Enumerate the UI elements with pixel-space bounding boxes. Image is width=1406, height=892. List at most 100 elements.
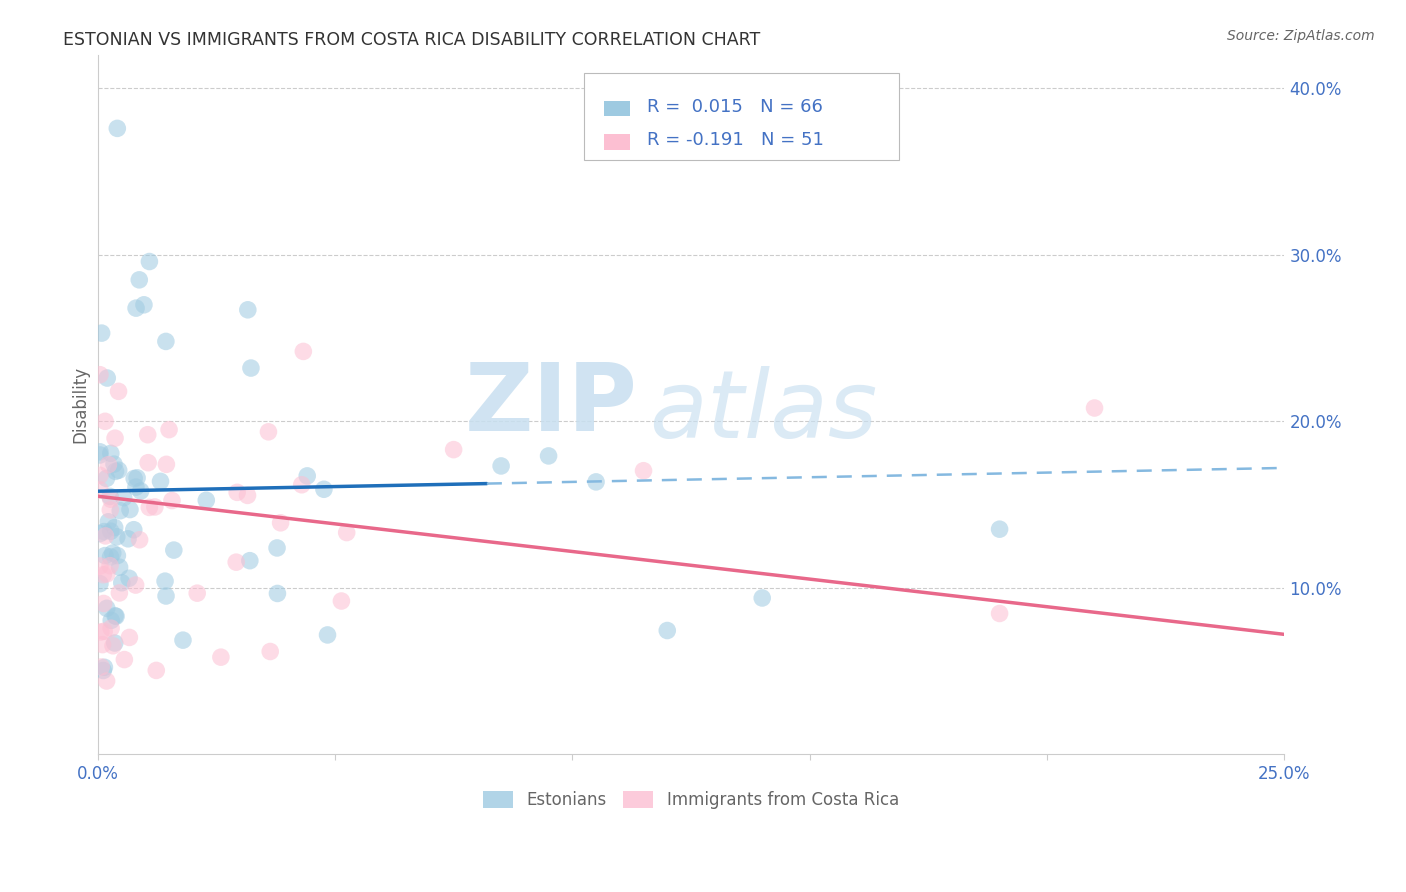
Point (104, 431, 127, 445)
Point (107, 463, 129, 477)
Text: ESTONIAN VS IMMIGRANTS FROM COSTA RICA DISABILITY CORRELATION CHART: ESTONIAN VS IMMIGRANTS FROM COSTA RICA D… (63, 31, 761, 49)
Point (138, 500, 160, 515)
Point (91, 567, 114, 582)
Point (226, 485, 249, 500)
Point (330, 594, 353, 608)
Point (96, 673, 118, 688)
Point (316, 628, 339, 642)
Point (101, 639, 124, 653)
Point (118, 502, 141, 516)
Point (107, 384, 129, 399)
FancyBboxPatch shape (605, 101, 630, 116)
Point (100, 492, 122, 507)
Point (89, 445, 111, 459)
Point (100, 446, 122, 460)
Point (155, 458, 177, 472)
Point (172, 633, 194, 648)
Point (136, 456, 159, 470)
Point (266, 541, 288, 555)
Point (105, 121, 128, 136)
Point (1083, 401, 1105, 415)
Text: Source: ZipAtlas.com: Source: ZipAtlas.com (1227, 29, 1375, 43)
Point (89, 576, 111, 591)
Text: atlas: atlas (650, 366, 877, 458)
Point (270, 516, 292, 530)
Point (91, 638, 114, 652)
Point (585, 475, 607, 489)
Point (93, 597, 115, 611)
Point (96, 471, 118, 485)
Point (239, 361, 262, 376)
Point (94, 529, 117, 543)
Point (136, 427, 159, 442)
Point (195, 493, 218, 508)
Point (91, 664, 114, 678)
Point (98, 503, 121, 517)
Point (153, 574, 176, 589)
Point (105, 530, 128, 544)
Point (96, 371, 118, 385)
Point (105, 549, 128, 563)
FancyBboxPatch shape (605, 135, 630, 150)
Point (100, 613, 122, 627)
Point (129, 483, 152, 498)
Point (93, 660, 115, 674)
Point (105, 609, 128, 624)
Y-axis label: Disability: Disability (72, 366, 89, 443)
Point (149, 475, 172, 489)
Point (100, 549, 122, 564)
Point (122, 523, 145, 537)
Point (633, 464, 655, 478)
Point (104, 636, 127, 650)
Point (100, 524, 122, 539)
Point (90, 326, 112, 340)
Point (98, 490, 121, 504)
Point (239, 554, 262, 568)
Point (988, 522, 1011, 536)
Point (157, 423, 180, 437)
Point (128, 273, 150, 287)
Point (110, 504, 132, 518)
Point (751, 591, 773, 605)
Point (97, 458, 120, 472)
Point (93, 524, 115, 539)
Point (132, 298, 155, 312)
Point (94, 414, 117, 428)
Point (90, 660, 112, 674)
Point (127, 471, 149, 485)
Point (225, 555, 247, 569)
Point (103, 457, 125, 471)
Point (291, 477, 314, 491)
Point (98, 558, 121, 573)
Point (89, 483, 111, 497)
Point (112, 491, 135, 505)
Text: R = -0.191   N = 51: R = -0.191 N = 51 (647, 131, 824, 150)
Point (112, 652, 135, 666)
Point (104, 608, 127, 623)
Point (988, 607, 1011, 621)
Point (124, 578, 146, 592)
Point (257, 425, 280, 439)
Point (259, 644, 281, 658)
Point (93, 624, 115, 639)
Point (155, 589, 177, 603)
Point (89, 448, 111, 462)
Text: ZIP: ZIP (465, 359, 637, 450)
Point (100, 621, 122, 635)
Point (657, 624, 679, 638)
Point (118, 631, 141, 645)
Point (96, 601, 118, 615)
Point (266, 586, 288, 600)
Point (292, 344, 315, 359)
Point (122, 471, 145, 485)
Point (186, 586, 208, 600)
Point (104, 464, 127, 478)
Point (118, 571, 141, 585)
Point (111, 575, 134, 590)
Point (94, 549, 117, 563)
Point (125, 480, 148, 494)
Point (101, 546, 124, 560)
Point (96, 566, 118, 581)
Point (236, 302, 259, 317)
Point (108, 586, 131, 600)
